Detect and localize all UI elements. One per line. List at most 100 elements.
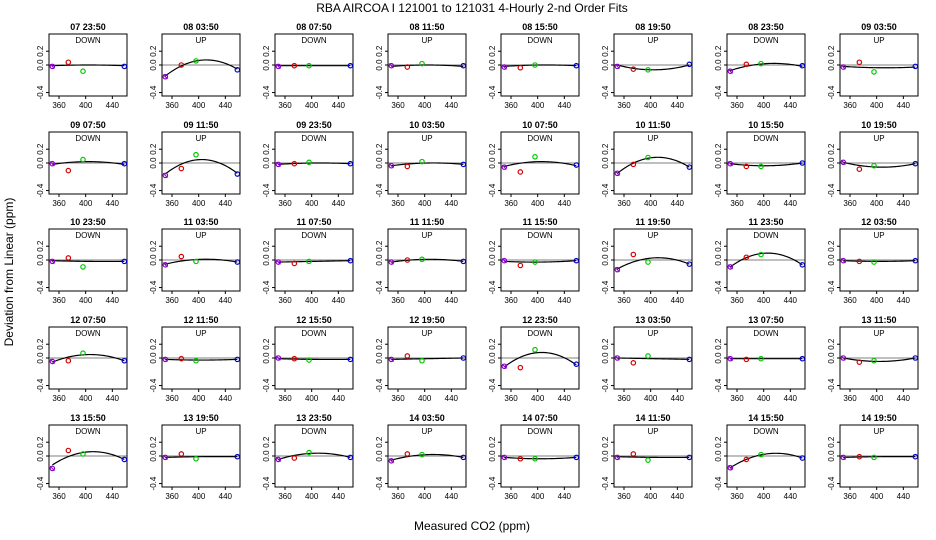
data-point (388, 458, 395, 464)
y-tick-label: 0.0 (488, 59, 497, 71)
data-point-cross (388, 458, 394, 464)
data-point-cross (501, 454, 507, 460)
panel-mode-label: UP (195, 36, 206, 45)
panel: 11 19:50 UP -0.4 0.0 0.2 360 400 440 (601, 217, 693, 305)
data-point-cross (614, 267, 620, 273)
x-tick-label: 400 (757, 492, 771, 501)
panel-mode-label: UP (195, 134, 206, 143)
x-tick-label: 440 (897, 199, 911, 208)
y-tick-label: 0.0 (601, 254, 610, 266)
panel-time-label: 12 03:50 (861, 217, 897, 227)
data-point (347, 160, 354, 167)
x-tick-label: 360 (52, 492, 66, 501)
panel-mode-label: UP (195, 329, 206, 338)
x-tick-label: 400 (418, 296, 432, 305)
y-tick-label: 0.2 (375, 338, 384, 350)
fit-curve (617, 456, 690, 459)
x-tick-label: 400 (192, 492, 206, 501)
data-point (234, 171, 241, 177)
x-tick-label: 400 (870, 199, 884, 208)
y-tick-label: 0.2 (714, 143, 723, 155)
x-tick-label: 440 (784, 199, 798, 208)
data-point (856, 166, 863, 173)
panel-time-label: 12 15:50 (296, 315, 332, 325)
x-tick-label: 440 (219, 296, 233, 305)
fit-curve (504, 64, 577, 67)
panel-time-label: 14 07:50 (522, 413, 558, 423)
panel-grid: 07 23:50 DOWN -0.4 0.0 0.2 360 400 440 08 03:50 U… (36, 22, 919, 501)
data-point (758, 60, 764, 67)
data-point (630, 66, 637, 72)
data-point (193, 357, 199, 364)
y-tick-label: -0.4 (375, 378, 384, 392)
panel-mode-label: UP (873, 231, 884, 240)
panel: 10 03:50 UP -0.4 0.0 0.2 360 400 440 (375, 120, 467, 208)
panel-mode-label: DOWN (75, 36, 101, 45)
data-point (799, 262, 806, 268)
fit-curve (278, 358, 351, 361)
data-point (291, 160, 298, 167)
panel-time-label: 12 23:50 (522, 315, 558, 325)
data-point (517, 364, 524, 371)
y-tick-label: -0.4 (601, 85, 610, 99)
y-tick-label: 0.2 (827, 436, 836, 448)
y-tick-label: 0.0 (262, 352, 271, 364)
data-point (275, 456, 282, 463)
x-tick-label: 440 (558, 199, 572, 208)
data-point-cross (49, 63, 55, 69)
data-point (65, 255, 72, 261)
data-point (49, 465, 56, 472)
x-tick-label: 360 (165, 101, 179, 110)
data-point (347, 62, 354, 69)
x-tick-label: 360 (391, 394, 405, 403)
y-tick-label: -0.4 (488, 378, 497, 392)
data-point-cross (614, 454, 620, 460)
data-point-cross (49, 465, 55, 471)
y-tick-label: 0.2 (601, 436, 610, 448)
data-point (80, 451, 86, 457)
y-tick-label: 0.2 (36, 143, 45, 155)
data-point (162, 356, 169, 363)
data-point (532, 154, 538, 160)
data-point (49, 258, 56, 265)
y-tick-label: -0.4 (149, 183, 158, 197)
data-point-cross (275, 259, 281, 265)
panel-mode-label: UP (647, 231, 658, 240)
fit-curve (164, 158, 238, 175)
panel-time-label: 09 11:50 (183, 120, 218, 130)
panel: 08 19:50 UP -0.4 0.0 0.2 360 400 440 (601, 22, 693, 110)
panel-time-label: 08 19:50 (635, 22, 671, 32)
x-tick-label: 360 (617, 296, 631, 305)
panel-mode-label: DOWN (527, 231, 553, 240)
y-tick-label: 0.2 (601, 240, 610, 252)
data-point (630, 161, 637, 168)
x-tick-label: 360 (617, 199, 631, 208)
panel: 14 07:50 DOWN -0.4 0.0 0.2 360 400 440 (488, 413, 580, 501)
fit-curve (391, 64, 464, 67)
y-tick-label: -0.4 (714, 476, 723, 490)
x-tick-label: 360 (504, 492, 518, 501)
y-tick-label: -0.4 (488, 85, 497, 99)
x-tick-label: 400 (644, 296, 658, 305)
y-tick-label: 0.0 (36, 254, 45, 266)
data-point (799, 160, 806, 166)
data-point (404, 451, 411, 457)
data-point (727, 264, 734, 270)
data-point-cross (501, 258, 507, 264)
data-point-cross (275, 456, 281, 462)
y-tick-label: 0.0 (488, 157, 497, 169)
panel-time-label: 08 03:50 (183, 22, 219, 32)
x-tick-label: 400 (418, 394, 432, 403)
data-point (234, 453, 241, 460)
x-tick-label: 440 (558, 101, 572, 110)
fit-curve (52, 260, 125, 263)
x-tick-label: 360 (730, 101, 744, 110)
x-tick-label: 440 (219, 492, 233, 501)
y-tick-label: -0.4 (375, 280, 384, 294)
data-point (645, 353, 651, 359)
y-tick-label: 0.0 (375, 254, 384, 266)
y-tick-label: 0.0 (601, 450, 610, 462)
x-tick-label: 440 (784, 394, 798, 403)
data-point (460, 62, 467, 69)
x-tick-label: 360 (52, 199, 66, 208)
